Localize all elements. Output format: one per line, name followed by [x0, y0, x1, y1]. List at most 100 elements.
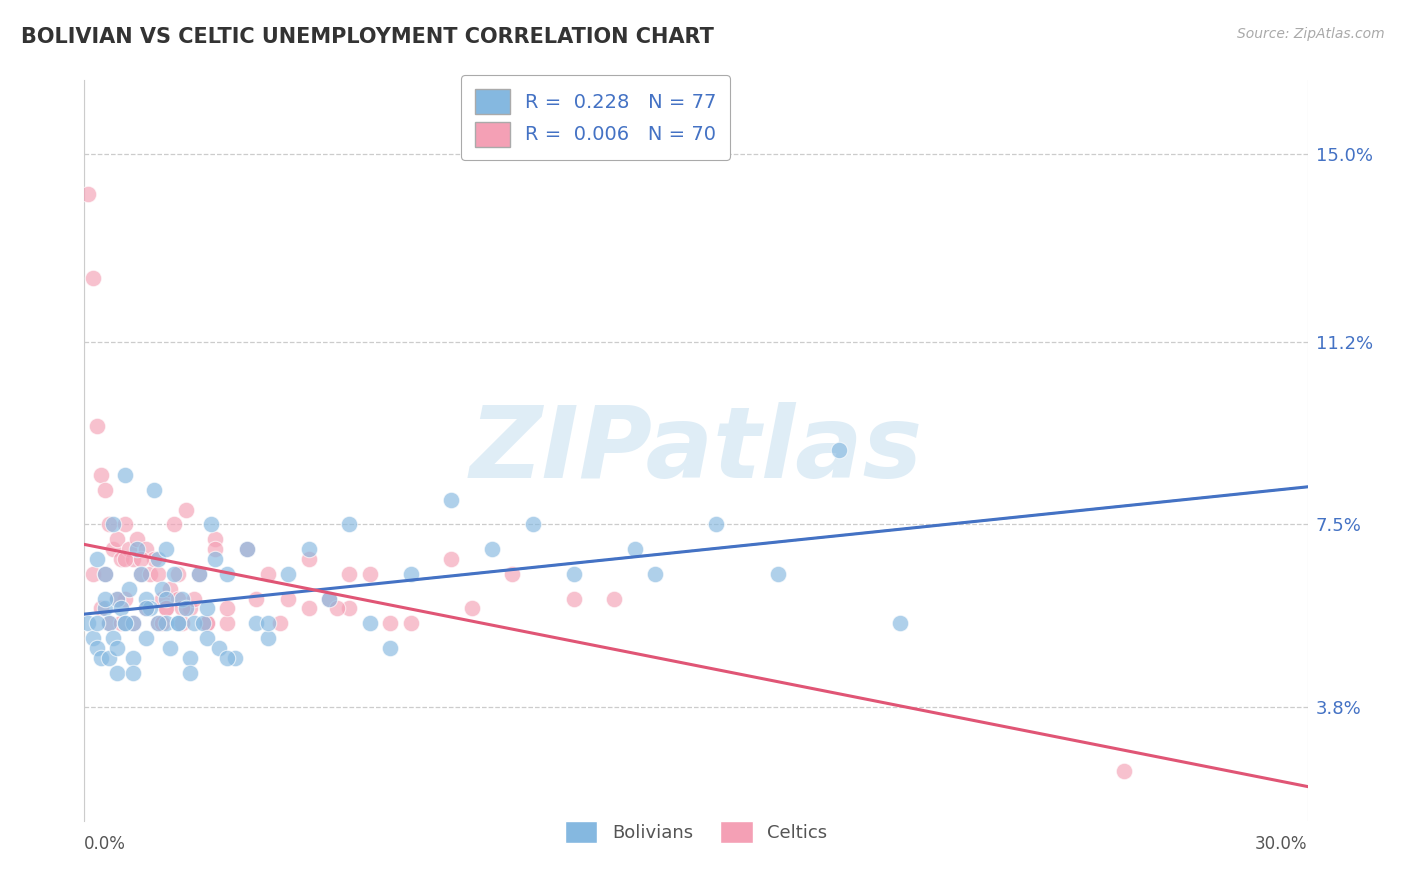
Point: [179, 665, 201, 680]
Point: [399, 616, 422, 631]
Point: [167, 566, 190, 581]
Point: [135, 542, 157, 557]
Point: [359, 566, 381, 581]
Point: [204, 552, 226, 566]
Point: [440, 552, 463, 566]
Point: [155, 601, 177, 615]
Point: [481, 542, 503, 557]
Point: [77, 616, 100, 631]
Point: [97, 616, 120, 631]
Point: [114, 468, 136, 483]
Point: [97, 616, 120, 631]
Point: [204, 542, 226, 557]
Point: [179, 601, 201, 615]
Point: [298, 542, 321, 557]
Point: [828, 443, 851, 458]
Point: [105, 533, 128, 547]
Point: [105, 640, 128, 655]
Point: [135, 631, 157, 645]
Point: [174, 502, 197, 516]
Point: [187, 566, 209, 581]
Point: [155, 591, 177, 606]
Point: [93, 601, 115, 615]
Point: [155, 601, 177, 615]
Point: [138, 566, 160, 581]
Point: [277, 566, 299, 581]
Point: [93, 483, 115, 497]
Point: [522, 517, 544, 532]
Point: [167, 591, 190, 606]
Point: [236, 542, 259, 557]
Point: [122, 616, 145, 631]
Point: [298, 552, 321, 566]
Text: ZIPatlas: ZIPatlas: [470, 402, 922, 499]
Text: 30.0%: 30.0%: [1256, 836, 1308, 854]
Point: [359, 616, 381, 631]
Point: [146, 616, 169, 631]
Point: [257, 631, 280, 645]
Point: [603, 591, 626, 606]
Point: [110, 552, 132, 566]
Point: [706, 517, 728, 532]
Point: [135, 591, 157, 606]
Point: [82, 566, 104, 581]
Point: [245, 591, 267, 606]
Point: [93, 566, 115, 581]
Point: [150, 582, 173, 596]
Point: [502, 566, 524, 581]
Point: [131, 566, 153, 581]
Point: [114, 552, 136, 566]
Point: [122, 552, 145, 566]
Point: [155, 542, 177, 557]
Point: [155, 616, 177, 631]
Point: [217, 616, 239, 631]
Point: [183, 616, 205, 631]
Point: [90, 650, 112, 665]
Point: [195, 601, 218, 615]
Point: [118, 542, 141, 557]
Point: [150, 616, 173, 631]
Point: [257, 566, 280, 581]
Point: [644, 566, 666, 581]
Point: [172, 601, 194, 615]
Point: [97, 517, 120, 532]
Point: [257, 616, 280, 631]
Point: [245, 616, 267, 631]
Point: [187, 566, 209, 581]
Point: [122, 616, 145, 631]
Point: [204, 533, 226, 547]
Point: [114, 591, 136, 606]
Point: [97, 650, 120, 665]
Point: [380, 616, 402, 631]
Point: [191, 616, 214, 631]
Point: [624, 542, 647, 557]
Point: [114, 517, 136, 532]
Point: [142, 552, 165, 566]
Legend: Bolivians, Celtics: Bolivians, Celtics: [555, 813, 837, 853]
Point: [110, 616, 132, 631]
Point: [138, 601, 160, 615]
Point: [766, 566, 789, 581]
Point: [200, 517, 222, 532]
Point: [174, 601, 197, 615]
Point: [127, 542, 149, 557]
Point: [101, 542, 124, 557]
Point: [1114, 764, 1136, 779]
Point: [167, 616, 190, 631]
Point: [82, 631, 104, 645]
Point: [131, 566, 153, 581]
Point: [86, 640, 108, 655]
Point: [93, 566, 115, 581]
Point: [167, 616, 190, 631]
Point: [122, 650, 145, 665]
Point: [101, 517, 124, 532]
Point: [217, 650, 239, 665]
Point: [163, 517, 186, 532]
Point: [159, 582, 181, 596]
Point: [86, 616, 108, 631]
Point: [461, 601, 484, 615]
Point: [93, 591, 115, 606]
Point: [195, 631, 218, 645]
Point: [135, 601, 157, 615]
Point: [183, 591, 205, 606]
